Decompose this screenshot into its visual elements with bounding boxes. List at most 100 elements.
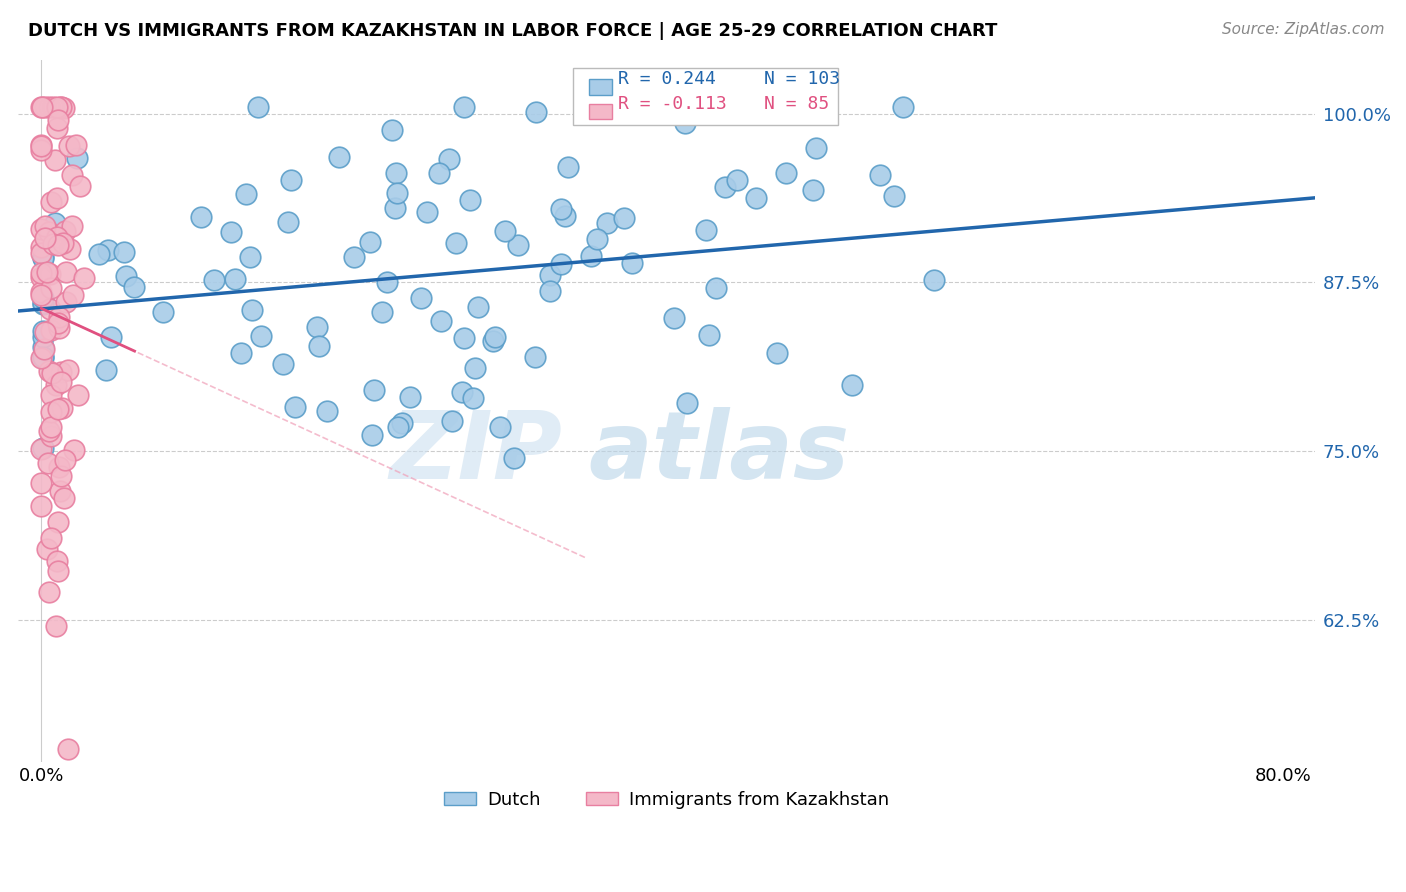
Point bbox=[94, 363, 117, 377]
Point bbox=[51, 100, 73, 114]
Point bbox=[114, 268, 136, 283]
Point bbox=[30, 100, 52, 114]
Point bbox=[65, 137, 87, 152]
Point bbox=[97, 244, 120, 258]
Point bbox=[122, 279, 145, 293]
Point bbox=[52, 101, 75, 115]
Point bbox=[63, 443, 86, 458]
Point bbox=[673, 116, 696, 130]
Point bbox=[39, 419, 62, 434]
Point bbox=[32, 324, 55, 338]
Point bbox=[60, 219, 83, 233]
Point bbox=[44, 216, 66, 230]
Text: R = 0.244: R = 0.244 bbox=[619, 70, 716, 88]
Point bbox=[494, 224, 516, 238]
Point bbox=[482, 334, 505, 348]
Point bbox=[41, 236, 63, 251]
Point bbox=[32, 296, 55, 310]
Point bbox=[55, 294, 77, 309]
Point bbox=[46, 401, 69, 416]
Point bbox=[370, 305, 392, 319]
Point bbox=[801, 183, 824, 197]
Point bbox=[48, 564, 70, 578]
Point bbox=[30, 442, 52, 456]
Point bbox=[48, 310, 70, 325]
Point bbox=[112, 245, 135, 260]
Point bbox=[34, 100, 56, 114]
FancyBboxPatch shape bbox=[589, 103, 612, 120]
Point bbox=[385, 186, 408, 200]
Point bbox=[45, 554, 67, 568]
Point bbox=[242, 303, 264, 318]
Point bbox=[891, 100, 914, 114]
Point bbox=[56, 363, 79, 377]
Point bbox=[52, 236, 75, 251]
Point bbox=[30, 288, 52, 302]
Point bbox=[30, 245, 52, 260]
Point bbox=[775, 166, 797, 180]
Point bbox=[697, 327, 720, 342]
Point bbox=[239, 250, 262, 264]
Point bbox=[51, 365, 73, 379]
Point bbox=[39, 302, 62, 317]
Point bbox=[152, 304, 174, 318]
Point bbox=[391, 417, 413, 431]
Point bbox=[39, 531, 62, 545]
Point bbox=[430, 313, 453, 327]
Point bbox=[30, 137, 52, 152]
Point bbox=[52, 491, 75, 506]
Point bbox=[51, 468, 73, 483]
Text: N = 85: N = 85 bbox=[763, 95, 830, 112]
Point bbox=[229, 346, 252, 360]
Point bbox=[69, 178, 91, 193]
Point bbox=[39, 387, 62, 401]
Point bbox=[190, 210, 212, 224]
Point bbox=[55, 265, 77, 279]
Point bbox=[53, 453, 76, 467]
Text: ZIP: ZIP bbox=[389, 407, 562, 499]
Point bbox=[44, 153, 66, 167]
Point bbox=[869, 168, 891, 182]
Point bbox=[100, 329, 122, 343]
Point bbox=[384, 166, 406, 180]
Point bbox=[224, 272, 246, 286]
Point bbox=[58, 139, 80, 153]
Point bbox=[585, 232, 607, 246]
Point bbox=[39, 405, 62, 419]
Point bbox=[363, 384, 385, 398]
Point bbox=[55, 224, 77, 238]
Point bbox=[34, 326, 56, 340]
Point bbox=[38, 225, 60, 239]
Point bbox=[924, 273, 946, 287]
Point bbox=[451, 384, 474, 399]
Point bbox=[328, 150, 350, 164]
Point bbox=[37, 265, 59, 279]
Point bbox=[235, 186, 257, 201]
Point bbox=[444, 236, 467, 251]
Point bbox=[277, 215, 299, 229]
Point bbox=[46, 113, 69, 128]
Point bbox=[249, 328, 271, 343]
Point bbox=[32, 291, 55, 305]
Point bbox=[453, 100, 475, 114]
Text: atlas: atlas bbox=[589, 407, 849, 499]
Point bbox=[46, 100, 69, 114]
Point bbox=[467, 300, 489, 314]
Point bbox=[284, 400, 307, 414]
Point bbox=[35, 541, 58, 556]
Point bbox=[45, 121, 67, 136]
Point bbox=[524, 105, 547, 120]
Point bbox=[30, 266, 52, 280]
Point bbox=[427, 166, 450, 180]
FancyBboxPatch shape bbox=[589, 79, 612, 95]
Point bbox=[49, 100, 72, 114]
Point bbox=[464, 360, 486, 375]
Point bbox=[453, 331, 475, 345]
Point bbox=[31, 100, 53, 114]
Point bbox=[39, 429, 62, 443]
Point bbox=[247, 100, 270, 114]
Point bbox=[508, 238, 530, 252]
Point bbox=[39, 323, 62, 337]
Point bbox=[554, 209, 576, 223]
Point bbox=[48, 320, 70, 334]
